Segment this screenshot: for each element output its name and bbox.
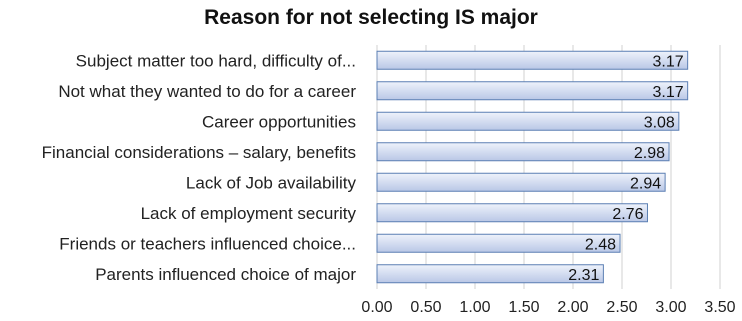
category-labels: Subject matter too hard, difficulty of..… xyxy=(42,51,357,284)
x-tick-label: 1.50 xyxy=(508,299,539,316)
x-tick-label: 3.50 xyxy=(704,299,735,316)
chart-title: Reason for not selecting IS major xyxy=(204,6,538,29)
x-tick-label: 0.50 xyxy=(410,299,441,316)
x-tick-label: 0.00 xyxy=(361,299,392,316)
x-tick-label: 2.00 xyxy=(557,299,588,316)
x-axis-ticks: 0.00 0.50 1.00 1.50 2.00 2.50 3.00 3.50 xyxy=(361,299,735,316)
bar xyxy=(376,81,689,101)
data-label: 2.98 xyxy=(634,145,665,162)
bar xyxy=(376,111,680,131)
category-label: Subject matter too hard, difficulty of..… xyxy=(76,51,356,70)
data-label: 2.48 xyxy=(585,236,616,253)
category-label: Financial considerations – salary, benef… xyxy=(42,143,356,162)
category-label: Not what they wanted to do for a career xyxy=(58,82,356,101)
data-label: 2.94 xyxy=(630,175,661,192)
x-tick-label: 3.00 xyxy=(655,299,686,316)
category-label: Career opportunities xyxy=(202,112,356,131)
bar xyxy=(376,203,648,223)
x-tick-label: 1.00 xyxy=(459,299,490,316)
data-label: 3.17 xyxy=(653,84,684,101)
data-label: 2.31 xyxy=(568,267,599,284)
bar xyxy=(376,233,621,253)
bars: 3.17 3.17 3.08 2.98 2.94 2.76 2.48 2.31 xyxy=(376,50,689,284)
category-label: Friends or teachers influenced choice... xyxy=(59,234,356,253)
x-tick-label: 2.50 xyxy=(606,299,637,316)
category-label: Parents influenced choice of major xyxy=(95,265,356,284)
bar xyxy=(376,172,666,192)
bar xyxy=(376,264,604,284)
category-label: Lack of Job availability xyxy=(186,173,357,192)
category-label: Lack of employment security xyxy=(141,204,357,223)
data-label: 2.76 xyxy=(612,206,643,223)
data-label: 3.17 xyxy=(653,53,684,70)
bar xyxy=(376,142,670,162)
data-label: 3.08 xyxy=(644,114,675,131)
bar xyxy=(376,50,689,70)
